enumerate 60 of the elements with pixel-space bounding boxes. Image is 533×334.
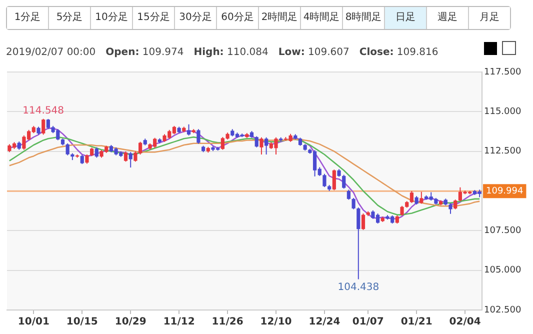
ref-line-label: 109.994 — [486, 186, 524, 196]
candlestick — [352, 197, 356, 210]
text: Low: 109.607 — [278, 47, 350, 58]
candlestick — [260, 136, 264, 156]
text: 月足 — [468, 7, 510, 29]
candlestick — [361, 213, 366, 230]
y-tick-label: 112.500 — [484, 146, 522, 157]
y-tick-label: 115.000 — [484, 107, 522, 118]
text: 15分足 — [132, 7, 174, 29]
text: 30分足 — [174, 7, 216, 29]
candlestick — [94, 146, 98, 158]
text: 4時間足 — [300, 7, 342, 29]
text: 5分足 — [48, 7, 90, 29]
x-tick-label: 11/12 — [163, 316, 195, 328]
candlestick — [332, 169, 336, 191]
candlestick — [356, 207, 360, 280]
text: 2時間足 — [258, 7, 300, 29]
candlestick — [264, 136, 268, 156]
x-tick-label: 10/15 — [66, 316, 98, 328]
text: 週足 — [426, 7, 468, 29]
candlestick — [80, 154, 84, 165]
x-tick-label: 10/01 — [18, 316, 50, 328]
text: 日足 — [384, 7, 426, 29]
candlestick — [410, 190, 414, 204]
candlestick — [454, 199, 458, 210]
text: 10分足 — [90, 7, 132, 29]
text: 1分足 — [7, 7, 48, 29]
candlestick — [254, 136, 258, 148]
x-tick-label: 12/10 — [260, 316, 292, 328]
x-tick-label: 01/07 — [352, 316, 384, 328]
y-tick-label: 102.500 — [484, 305, 522, 316]
x-tick-label: 02/04 — [449, 316, 481, 328]
candlestick — [448, 202, 452, 214]
text: Open: 109.974 — [106, 47, 184, 58]
candlestick — [346, 189, 351, 200]
text: Close: 109.816 — [359, 47, 438, 58]
y-tick-label: 107.500 — [484, 226, 522, 236]
x-tick-label: 12/24 — [308, 316, 340, 328]
x-tick-label: 01/21 — [400, 316, 432, 328]
x-tick-label: 10/29 — [114, 316, 146, 328]
text: 8時間足 — [342, 7, 384, 29]
candlestick — [42, 118, 46, 136]
annotation: 114.548 — [22, 105, 64, 116]
candlestick — [66, 142, 70, 156]
text: 60分足 — [216, 7, 258, 29]
candlestick — [420, 191, 424, 204]
candlestick — [400, 205, 404, 216]
candlestick — [186, 124, 191, 136]
x-tick-label: 11/26 — [212, 316, 244, 328]
candlestick — [342, 174, 346, 190]
candlestick — [322, 173, 326, 188]
candlestick — [85, 154, 89, 164]
annotation: 104.438 — [338, 282, 380, 293]
text: High: 110.084 — [194, 47, 268, 58]
y-tick-label: 105.000 — [484, 266, 522, 276]
text: 2019/02/07 00:00 — [6, 47, 96, 58]
candlestick — [196, 128, 200, 144]
candlestick — [124, 150, 128, 162]
candlestick — [128, 152, 132, 168]
y-tick-label: 117.500 — [484, 67, 522, 78]
